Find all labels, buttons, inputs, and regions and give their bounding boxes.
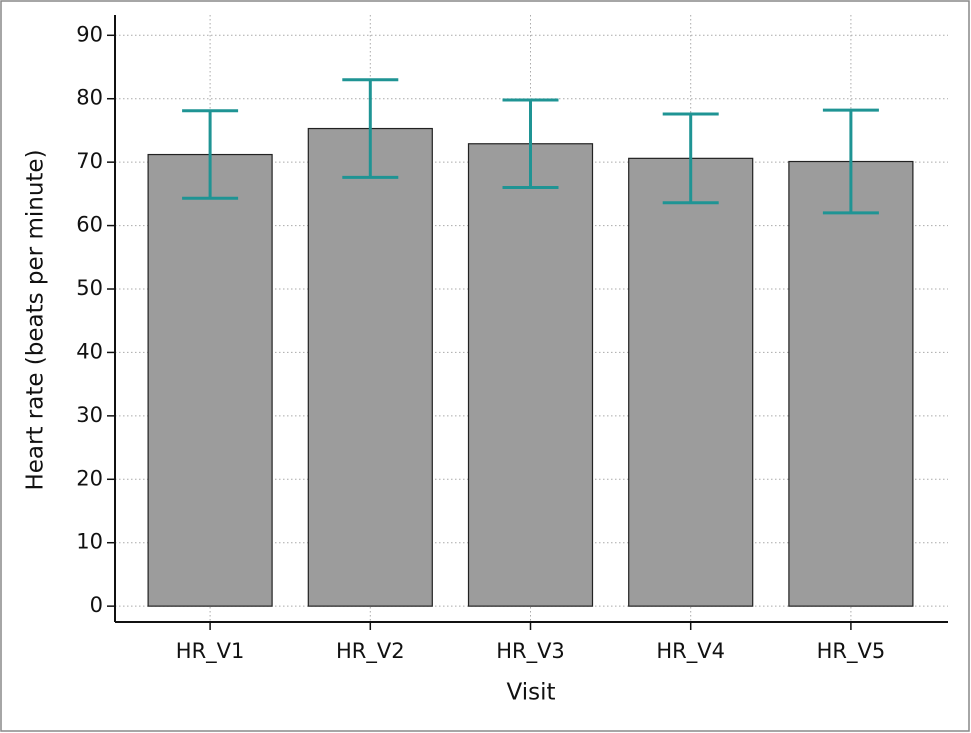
y-tick-label: 60 (76, 213, 103, 237)
x-tick-label: HR_V3 (496, 639, 565, 664)
y-tick-label: 50 (76, 276, 103, 300)
y-tick-label: 90 (76, 22, 103, 46)
y-tick-label: 0 (90, 593, 103, 617)
y-tick-label: 80 (76, 86, 103, 110)
x-tick-label: HR_V5 (817, 639, 886, 664)
y-tick-label: 10 (76, 530, 103, 554)
y-tick-label: 40 (76, 339, 103, 363)
y-axis-title: Heart rate (beats per minute) (23, 149, 49, 490)
x-tick-label: HR_V1 (176, 639, 245, 664)
bar (467, 143, 594, 607)
bar (788, 160, 914, 607)
x-tick-label: HR_V4 (656, 639, 725, 664)
x-axis-title: Visit (506, 680, 555, 706)
y-tick-label: 70 (76, 149, 103, 173)
y-tick-label: 30 (76, 403, 103, 427)
x-tick-label: HR_V2 (336, 639, 405, 664)
bar (628, 157, 754, 607)
bar (307, 127, 433, 607)
bar (147, 153, 273, 607)
y-tick-label: 20 (76, 466, 103, 490)
